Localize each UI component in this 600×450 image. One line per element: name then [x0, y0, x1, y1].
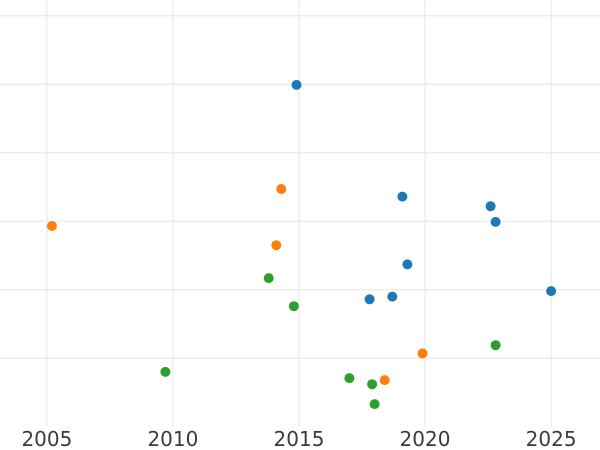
data-point: [490, 340, 501, 351]
data-point: [160, 366, 171, 377]
data-point: [367, 379, 378, 390]
data-point: [387, 291, 398, 302]
data-points: [46, 79, 557, 410]
data-point: [291, 79, 302, 90]
data-point: [397, 191, 408, 202]
x-tick-label: 2005: [21, 427, 72, 450]
data-point: [379, 375, 390, 386]
x-axis-tick-labels: 2005 2010 2015 2020 2025: [21, 427, 576, 450]
data-point: [271, 240, 282, 251]
data-point: [546, 286, 557, 297]
data-point: [364, 294, 375, 305]
data-point: [263, 273, 274, 284]
data-point: [402, 259, 413, 270]
data-point: [276, 184, 287, 194]
vertical-gridlines: [46, 0, 552, 427]
data-point: [46, 221, 57, 231]
data-point: [490, 216, 501, 227]
data-point: [417, 348, 428, 359]
x-tick-label: 2010: [147, 427, 198, 450]
x-tick-label: 2015: [274, 427, 325, 450]
horizontal-gridlines: [0, 15, 600, 359]
data-point: [344, 373, 355, 384]
data-point: [369, 399, 380, 410]
x-tick-label: 2025: [526, 427, 577, 450]
data-point: [288, 301, 299, 312]
x-tick-label: 2020: [400, 427, 451, 450]
data-point: [485, 201, 496, 212]
